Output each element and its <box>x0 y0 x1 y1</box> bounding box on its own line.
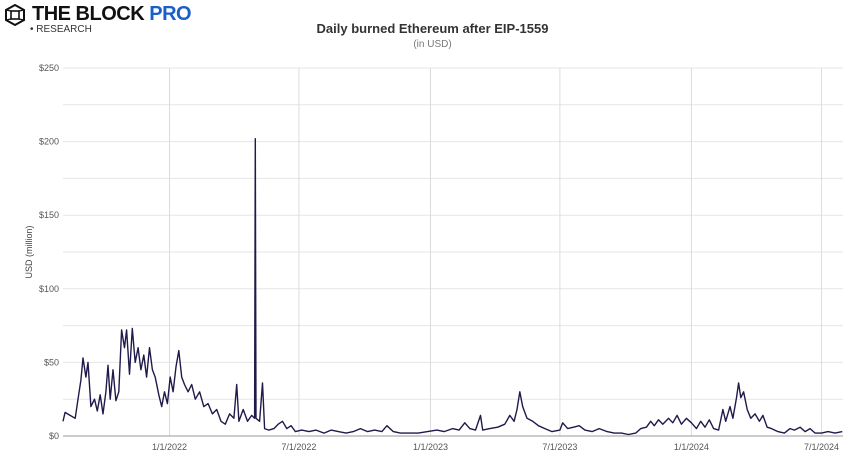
x-tick-label: 1/1/2024 <box>674 442 709 452</box>
x-tick-label: 1/1/2022 <box>152 442 187 452</box>
brand-accent: PRO <box>149 3 192 25</box>
brand-name: THE BLOCK <box>32 3 145 25</box>
brand-logo: THE BLOCK PRO <box>4 3 192 26</box>
brand-sub: • RESEARCH <box>30 24 92 35</box>
cube-logo-icon <box>5 3 25 26</box>
y-axis-label: USD (million) <box>24 225 34 278</box>
chart-subtitle: (in USD) <box>413 39 452 50</box>
y-tick-label: $200 <box>39 137 59 147</box>
chart-title: Daily burned Ethereum after EIP-1559 <box>316 21 549 36</box>
x-tick-label: 7/1/2022 <box>281 442 316 452</box>
y-tick-label: $150 <box>39 210 59 220</box>
y-tick-label: $250 <box>39 63 59 73</box>
x-tick-label: 7/1/2023 <box>542 442 577 452</box>
series-line <box>62 137 843 436</box>
x-tick-label: 1/1/2023 <box>413 442 448 452</box>
x-tick-label: 7/1/2024 <box>804 442 839 452</box>
y-tick-label: $0 <box>49 431 59 441</box>
y-tick-label: $50 <box>44 357 59 367</box>
y-tick-label: $100 <box>39 284 59 294</box>
